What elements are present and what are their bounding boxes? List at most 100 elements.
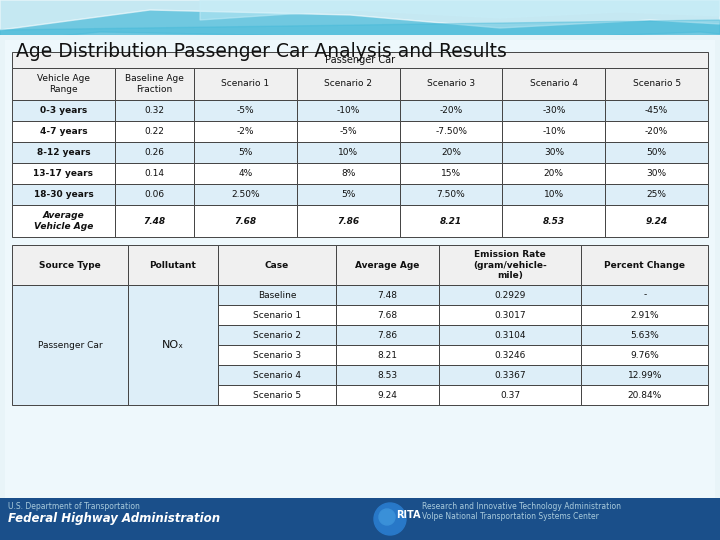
- FancyBboxPatch shape: [217, 305, 336, 325]
- FancyBboxPatch shape: [217, 345, 336, 365]
- Text: Percent Change: Percent Change: [604, 260, 685, 269]
- FancyBboxPatch shape: [128, 285, 217, 405]
- Text: 15%: 15%: [441, 169, 461, 178]
- Text: 9.76%: 9.76%: [630, 350, 659, 360]
- FancyBboxPatch shape: [503, 184, 606, 205]
- Text: -10%: -10%: [337, 106, 360, 115]
- FancyBboxPatch shape: [336, 365, 439, 385]
- FancyBboxPatch shape: [439, 325, 582, 345]
- Text: -20%: -20%: [645, 127, 668, 136]
- Text: 8.53: 8.53: [377, 370, 397, 380]
- FancyBboxPatch shape: [503, 142, 606, 163]
- Text: Volpe National Transportation Systems Center: Volpe National Transportation Systems Ce…: [422, 512, 599, 521]
- Text: Scenario 5: Scenario 5: [633, 79, 680, 89]
- Circle shape: [372, 501, 408, 537]
- FancyBboxPatch shape: [194, 68, 297, 100]
- FancyBboxPatch shape: [12, 163, 114, 184]
- FancyBboxPatch shape: [503, 121, 606, 142]
- FancyBboxPatch shape: [336, 285, 439, 305]
- FancyBboxPatch shape: [336, 325, 439, 345]
- Text: 0.3104: 0.3104: [495, 330, 526, 340]
- FancyBboxPatch shape: [439, 365, 582, 385]
- FancyBboxPatch shape: [439, 385, 582, 405]
- Text: RITA: RITA: [396, 510, 420, 520]
- FancyBboxPatch shape: [439, 345, 582, 365]
- Text: Scenario 3: Scenario 3: [253, 350, 301, 360]
- Text: 18-30 years: 18-30 years: [34, 190, 94, 199]
- Text: 20%: 20%: [441, 148, 461, 157]
- FancyBboxPatch shape: [5, 40, 715, 498]
- Text: 7.48: 7.48: [143, 217, 166, 226]
- Text: 8.53: 8.53: [543, 217, 565, 226]
- FancyBboxPatch shape: [217, 245, 336, 285]
- Text: 5%: 5%: [341, 190, 356, 199]
- Text: Scenario 4: Scenario 4: [253, 370, 301, 380]
- Text: 0.26: 0.26: [145, 148, 164, 157]
- Text: 0.3367: 0.3367: [495, 370, 526, 380]
- Text: 4-7 years: 4-7 years: [40, 127, 87, 136]
- Text: 30%: 30%: [647, 169, 667, 178]
- Text: 8.21: 8.21: [440, 217, 462, 226]
- Text: 5.63%: 5.63%: [630, 330, 659, 340]
- Text: NOₓ: NOₓ: [162, 340, 184, 350]
- Text: -5%: -5%: [237, 106, 254, 115]
- FancyBboxPatch shape: [336, 385, 439, 405]
- Text: Scenario 2: Scenario 2: [324, 79, 372, 89]
- Text: Scenario 3: Scenario 3: [427, 79, 475, 89]
- Text: -7.50%: -7.50%: [435, 127, 467, 136]
- Text: 0.3246: 0.3246: [495, 350, 526, 360]
- Text: 8%: 8%: [341, 169, 356, 178]
- FancyBboxPatch shape: [12, 100, 114, 121]
- FancyBboxPatch shape: [503, 205, 606, 237]
- FancyBboxPatch shape: [297, 100, 400, 121]
- Text: 20.84%: 20.84%: [628, 390, 662, 400]
- Text: Vehicle Age
Range: Vehicle Age Range: [37, 75, 90, 94]
- FancyBboxPatch shape: [12, 121, 114, 142]
- Circle shape: [379, 509, 395, 525]
- FancyBboxPatch shape: [400, 142, 503, 163]
- FancyBboxPatch shape: [439, 285, 582, 305]
- FancyBboxPatch shape: [439, 245, 582, 285]
- Text: 7.86: 7.86: [377, 330, 397, 340]
- Text: 0-3 years: 0-3 years: [40, 106, 87, 115]
- FancyBboxPatch shape: [114, 163, 194, 184]
- Polygon shape: [0, 20, 720, 42]
- FancyBboxPatch shape: [582, 345, 708, 365]
- Text: Passenger Car: Passenger Car: [325, 55, 395, 65]
- Text: Source Type: Source Type: [39, 260, 101, 269]
- FancyBboxPatch shape: [297, 68, 400, 100]
- Text: 4%: 4%: [238, 169, 253, 178]
- FancyBboxPatch shape: [217, 285, 336, 305]
- FancyBboxPatch shape: [606, 121, 708, 142]
- Text: 7.50%: 7.50%: [437, 190, 465, 199]
- Text: -10%: -10%: [542, 127, 565, 136]
- Text: 8.21: 8.21: [378, 350, 397, 360]
- FancyBboxPatch shape: [582, 305, 708, 325]
- FancyBboxPatch shape: [12, 184, 114, 205]
- FancyBboxPatch shape: [606, 163, 708, 184]
- FancyBboxPatch shape: [217, 365, 336, 385]
- Text: Scenario 1: Scenario 1: [222, 79, 269, 89]
- FancyBboxPatch shape: [297, 184, 400, 205]
- Text: Pollutant: Pollutant: [149, 260, 197, 269]
- FancyBboxPatch shape: [400, 205, 503, 237]
- FancyBboxPatch shape: [194, 163, 297, 184]
- Text: 2.50%: 2.50%: [231, 190, 260, 199]
- Circle shape: [374, 503, 406, 535]
- Text: Emission Rate
(gram/vehicle-
mile): Emission Rate (gram/vehicle- mile): [473, 250, 547, 280]
- FancyBboxPatch shape: [12, 68, 114, 100]
- Polygon shape: [0, 0, 720, 30]
- Text: 9.24: 9.24: [646, 217, 667, 226]
- FancyBboxPatch shape: [606, 100, 708, 121]
- FancyBboxPatch shape: [194, 142, 297, 163]
- FancyBboxPatch shape: [114, 121, 194, 142]
- Polygon shape: [200, 0, 720, 20]
- FancyBboxPatch shape: [12, 52, 708, 68]
- FancyBboxPatch shape: [336, 245, 439, 285]
- Text: 7.68: 7.68: [377, 310, 397, 320]
- Text: Baseline: Baseline: [258, 291, 296, 300]
- Text: -30%: -30%: [542, 106, 565, 115]
- Text: -2%: -2%: [237, 127, 254, 136]
- FancyBboxPatch shape: [582, 245, 708, 285]
- Text: -: -: [643, 291, 647, 300]
